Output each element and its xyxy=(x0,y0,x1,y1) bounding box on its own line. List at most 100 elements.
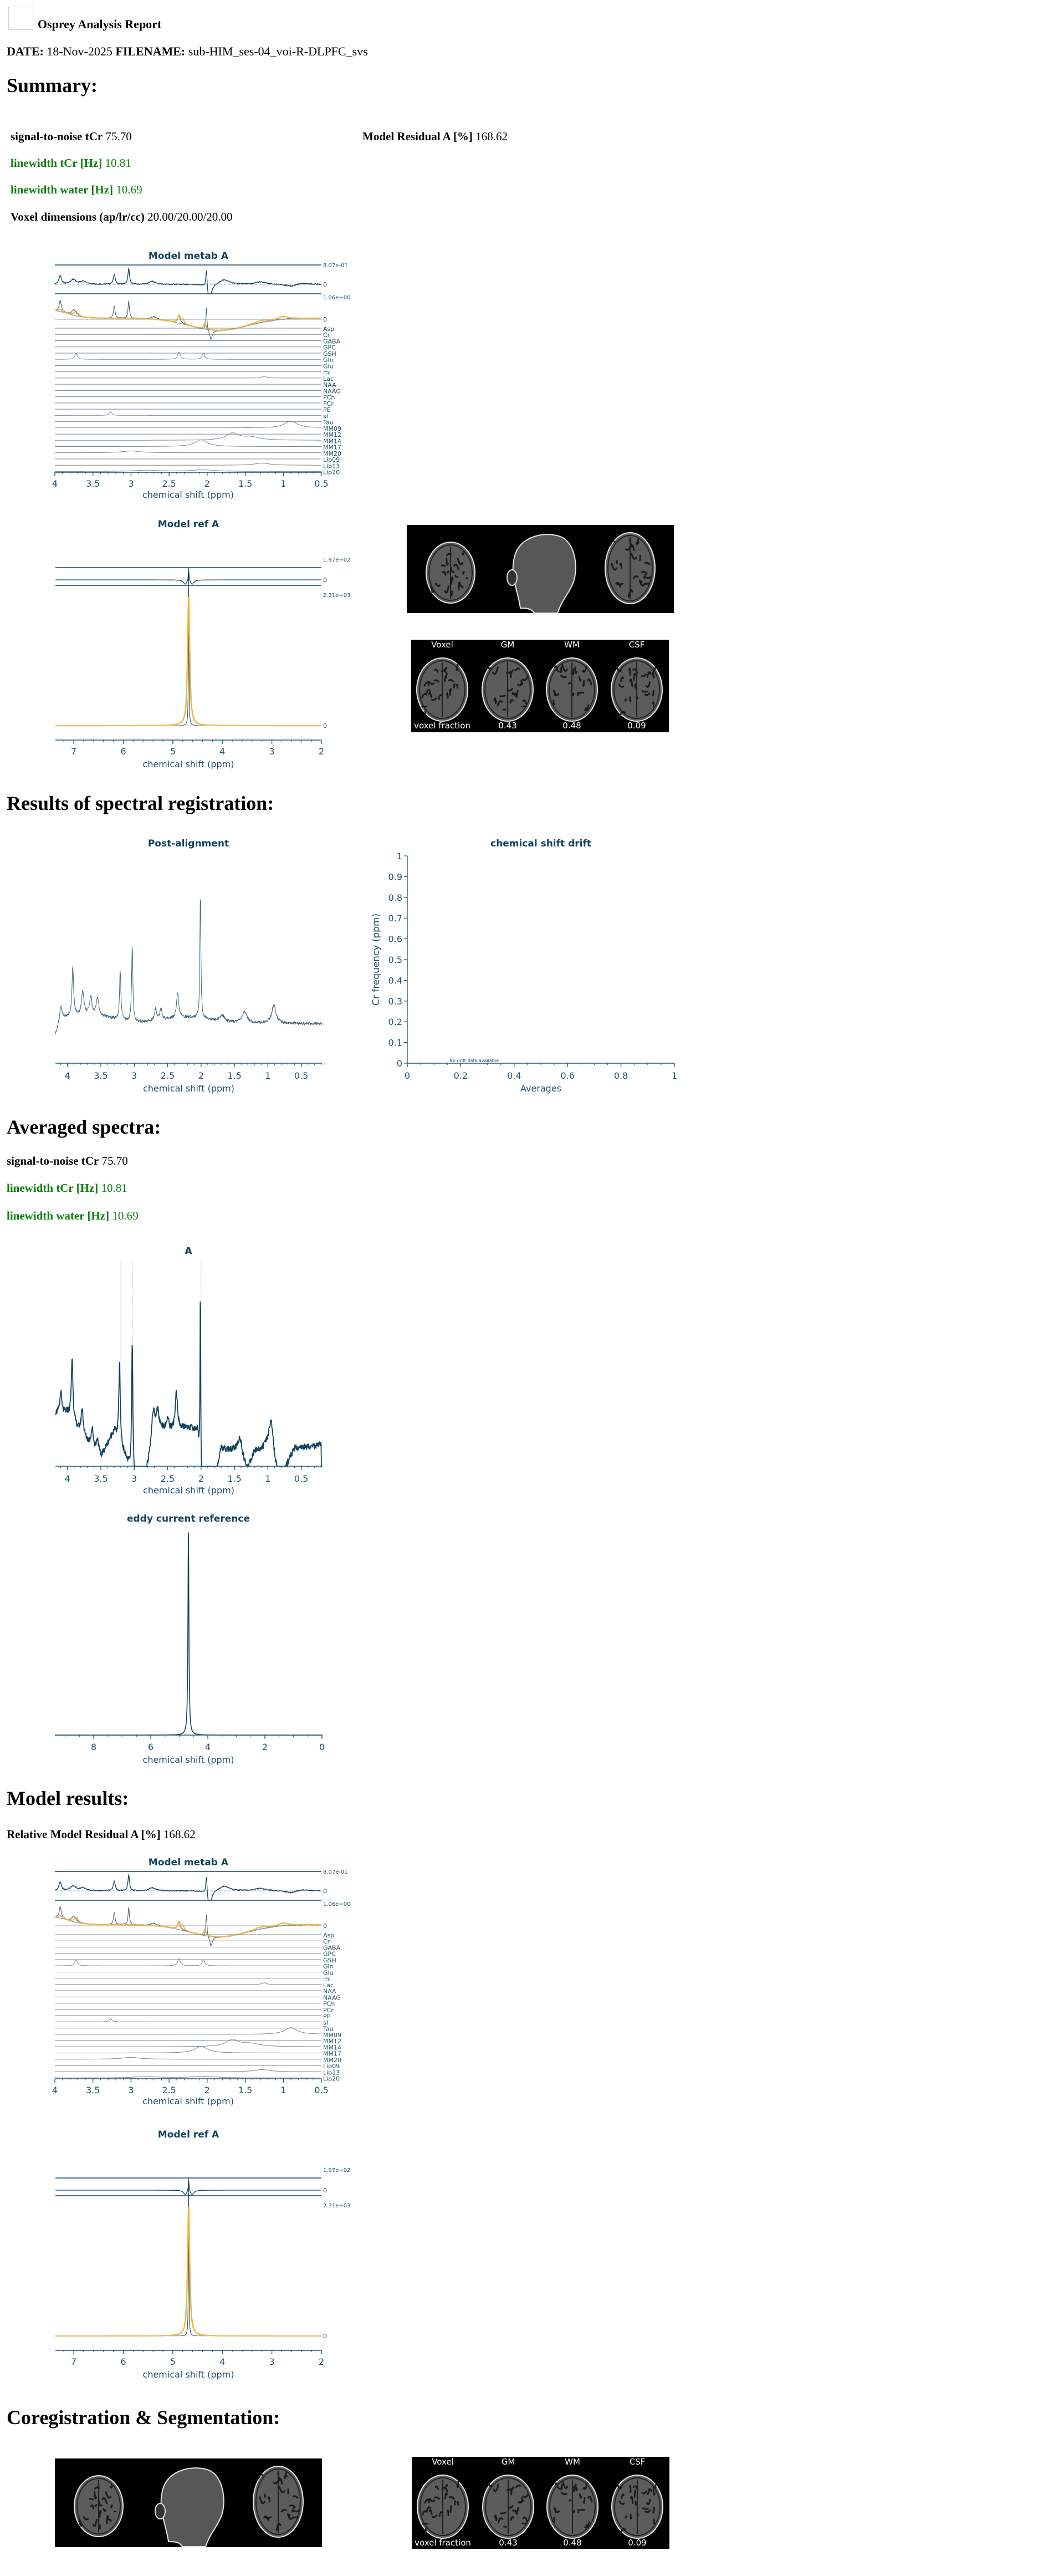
spectrum-trace xyxy=(55,899,323,1034)
brain-sulcus xyxy=(572,2489,575,2492)
x-tick-label: 4 xyxy=(65,1473,70,1484)
filename-value: sub-HIM_ses-04_voi-R-DLPFC_svs xyxy=(188,44,368,58)
brain-sulcus xyxy=(446,570,449,574)
brain-inner-edge xyxy=(255,2468,301,2535)
x-tick-label: 1 xyxy=(280,478,286,489)
sagittal-eye xyxy=(155,2503,166,2519)
brain-sulcus xyxy=(426,2506,432,2512)
component-trace-Lip13 xyxy=(55,462,321,466)
brain-sulcus xyxy=(652,667,656,672)
brain-sulcus xyxy=(523,2516,528,2522)
component-label: NAAG xyxy=(323,1994,341,2001)
summary-snr: signal-to-noise tCr 75.70 xyxy=(11,130,132,144)
x-tick-label: 4 xyxy=(205,1742,211,1752)
component-label: Gln xyxy=(323,1963,334,1970)
y-tick-label: 0.8 xyxy=(388,892,402,903)
brain-sulcus xyxy=(652,701,655,708)
x-tick-label: 4 xyxy=(52,478,58,489)
residual-scale-label: 8.07e-01 xyxy=(323,263,348,269)
voxel-fraction-value: 0.48 xyxy=(563,2538,582,2548)
brain-sulcus xyxy=(434,2496,440,2500)
brain-sulcus xyxy=(579,2493,582,2499)
summary-heading: Summary: xyxy=(7,74,98,96)
brain-sulcus xyxy=(508,2505,514,2509)
brain-sulcus xyxy=(429,2498,436,2502)
component-label: Lip20 xyxy=(323,2075,340,2083)
brain-sulcus xyxy=(442,570,447,576)
brain-sulcus xyxy=(424,2498,431,2504)
fit-zero-label: 0 xyxy=(323,1922,327,1930)
fit-trace xyxy=(54,308,322,331)
y-axis-label: Cr frequency (ppm) xyxy=(371,914,382,1006)
averaged-snr: signal-to-noise tCr 75.70 xyxy=(7,1154,128,1168)
x-axis-label: chemical shift (ppm) xyxy=(142,489,234,500)
sagittal-head xyxy=(160,2467,224,2547)
residual-scale-label: 1.97e+02 xyxy=(323,2167,351,2174)
brain-sulcus xyxy=(446,553,452,556)
brain-sulcus xyxy=(652,671,655,679)
brain-sulcus xyxy=(277,2472,280,2481)
brain-sulcus xyxy=(99,2509,102,2518)
brain-sulcus xyxy=(92,2518,98,2527)
brain-sulcus xyxy=(425,689,431,695)
date-label: DATE: xyxy=(7,44,44,58)
sagittal-head xyxy=(512,534,576,613)
x-tick-label: 2.5 xyxy=(161,1070,175,1081)
brain-sulcus xyxy=(646,575,652,579)
x-tick-label: 2.5 xyxy=(161,1473,175,1484)
brain-sulcus xyxy=(454,2500,456,2506)
segmentation-column-label: WM xyxy=(564,640,580,650)
filename-label: FILENAME: xyxy=(115,44,186,58)
brain-sulcus xyxy=(633,2490,637,2498)
brain-sulcus xyxy=(562,2481,569,2490)
brain-sulcus xyxy=(451,576,454,585)
brain-sulcus xyxy=(423,681,430,687)
x-axis-label: Averages xyxy=(520,1083,561,1094)
component-label: Cr xyxy=(323,1938,330,1945)
x-tick-label: 0.4 xyxy=(507,1070,521,1081)
brain-sulcus xyxy=(523,2492,529,2498)
x-tick-label: 3.5 xyxy=(86,478,100,489)
brain-sulcus xyxy=(652,2488,656,2496)
brain-sulcus xyxy=(621,2493,625,2500)
chart-title: chemical shift drift xyxy=(490,838,591,849)
brain-sulcus xyxy=(641,570,648,575)
component-label: MM12 xyxy=(323,431,341,438)
fit-scale-label: 2.31e+03 xyxy=(323,593,351,599)
brain-sulcus xyxy=(616,666,622,672)
baseline-trace xyxy=(54,1916,321,1937)
brain-sulcus xyxy=(444,2492,448,2500)
brain-inner-edge xyxy=(76,2478,121,2534)
brain-sulcus xyxy=(294,2509,300,2513)
brain-sulcus xyxy=(446,692,449,699)
segmentation-slice xyxy=(546,2475,598,2539)
component-label: GPC xyxy=(323,344,336,351)
voxel-fraction-value: 0.09 xyxy=(628,2538,647,2548)
brain-sulcus xyxy=(574,666,577,674)
brain-sulcus xyxy=(433,679,439,683)
brain-sulcus xyxy=(515,2507,519,2514)
brain-sulcus xyxy=(620,2528,626,2534)
brain-sulcus xyxy=(94,2486,100,2490)
brain-sulcus xyxy=(515,2485,521,2489)
brain-sulcus xyxy=(94,2504,98,2507)
component-trace-Lac xyxy=(55,376,321,379)
brain-sulcus xyxy=(105,2491,111,2499)
component-label: Lip09 xyxy=(323,2063,340,2070)
fit-zero-label: 0 xyxy=(323,316,327,323)
brain-sulcus xyxy=(575,2483,578,2491)
component-trace-MM20 xyxy=(55,2057,321,2060)
brain-sulcus xyxy=(629,679,633,687)
summary-voxel-dims: Voxel dimensions (ap/lr/cc) 20.00/20.00/… xyxy=(11,210,233,224)
component-label: MM20 xyxy=(323,450,341,457)
x-tick-label: 1.5 xyxy=(227,1473,241,1484)
brain-inner-edge xyxy=(549,660,595,719)
component-label: GABA xyxy=(323,338,341,345)
brain-sulcus xyxy=(446,558,449,566)
x-tick-label: 0.6 xyxy=(560,1070,574,1081)
brain-sulcus xyxy=(553,2516,556,2523)
component-trace-MM09 xyxy=(55,421,321,429)
brain-sulcus xyxy=(624,698,627,702)
voxel-fraction-label: voxel fraction xyxy=(415,2538,471,2548)
brain-sulcus xyxy=(642,690,648,693)
